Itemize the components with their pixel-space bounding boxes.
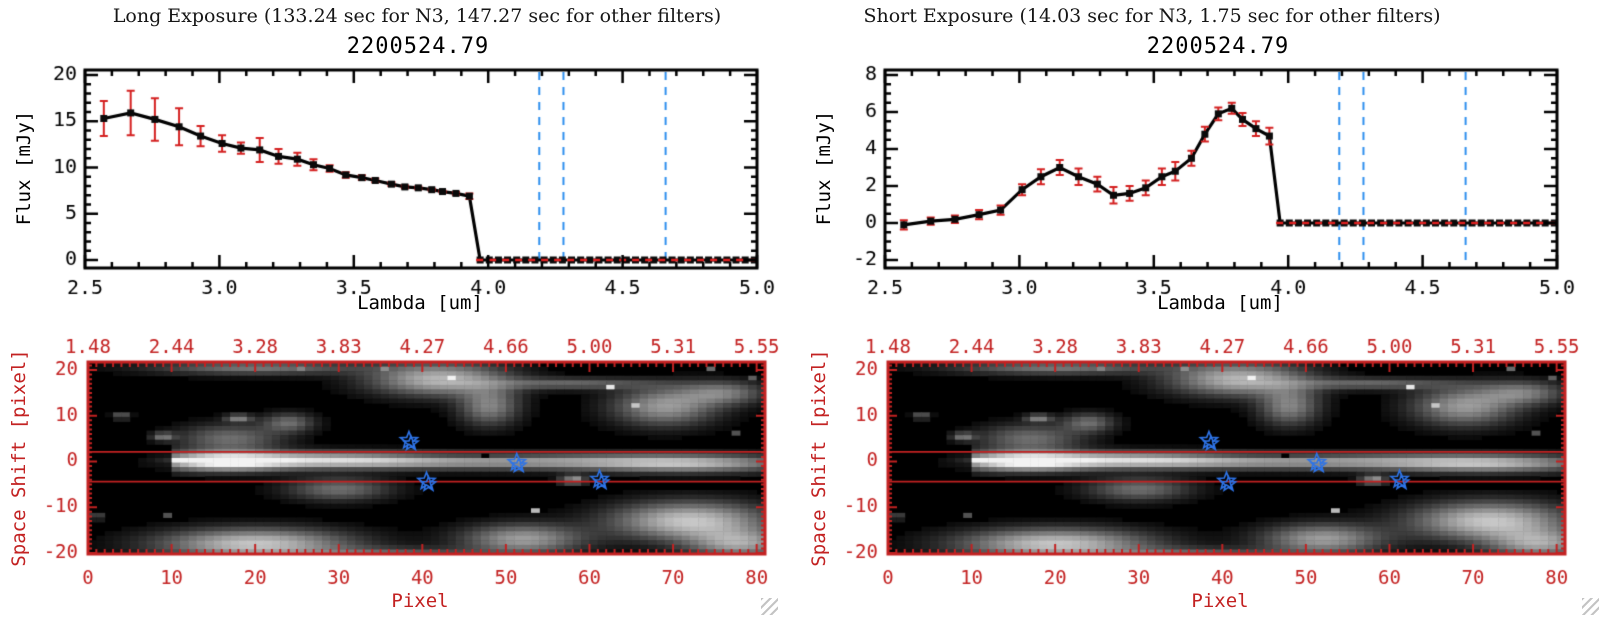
lambda-axis-label: Lambda [um] (1157, 292, 1283, 314)
resize-grip[interactable] (1582, 598, 1599, 615)
short-exposure-suptitle: Short Exposure (14.03 sec for N3, 1.75 s… (863, 5, 1441, 27)
long-exposure-panel: Long Exposure (133.24 sec for N3, 147.27… (0, 0, 800, 630)
long-exposure-plot-canvas (0, 0, 800, 630)
space-shift-axis-label: Space Shift [pixel] (8, 349, 30, 567)
long-exposure-suptitle: Long Exposure (133.24 sec for N3, 147.27… (112, 5, 722, 27)
pixel-axis-label: Pixel (391, 590, 449, 612)
flux-axis-label: Flux [mJy] (13, 110, 35, 226)
short-spectrum-title: 2200524.79 (1146, 34, 1290, 59)
short-exposure-plot-canvas (800, 0, 1600, 630)
flux-axis-label: Flux [mJy] (813, 110, 835, 226)
space-shift-axis-label: Space Shift [pixel] (808, 349, 830, 567)
resize-grip[interactable] (761, 598, 778, 615)
pixel-axis-label: Pixel (1191, 590, 1249, 612)
short-exposure-panel: Short Exposure (14.03 sec for N3, 1.75 s… (800, 0, 1600, 630)
lambda-axis-label: Lambda [um] (357, 292, 483, 314)
long-spectrum-title: 2200524.79 (346, 34, 490, 59)
